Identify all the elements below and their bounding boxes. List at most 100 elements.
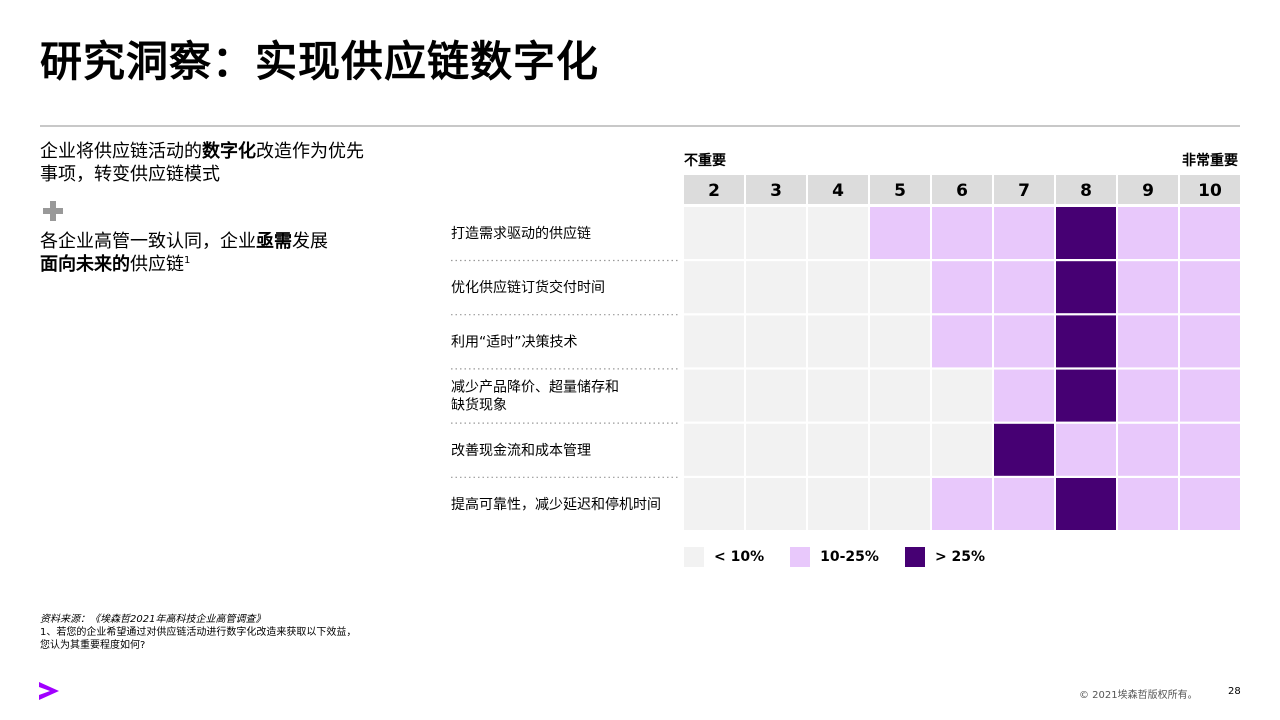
heatmap-cell — [932, 369, 992, 422]
heatmap-cell — [746, 369, 806, 422]
heatmap-cell — [870, 261, 930, 314]
heatmap-cell — [932, 478, 992, 530]
heatmap-cell — [1180, 315, 1240, 368]
heatmap-cell — [1180, 207, 1240, 259]
heatmap-cell — [746, 207, 806, 259]
legend-swatch-mid — [790, 547, 811, 567]
legend-swatch-low — [684, 547, 704, 567]
scale-high-label: 非常重要 — [1182, 153, 1238, 169]
heatmap-cell — [1118, 423, 1178, 476]
column-header-cell — [1180, 175, 1240, 204]
row-label: 提高可靠性，减少延迟和停机时间 — [451, 496, 661, 513]
heatmap-cell — [1118, 261, 1178, 314]
heatmap-cell — [1056, 261, 1116, 314]
column-header-label: 5 — [894, 181, 906, 201]
heatmap-cell — [994, 478, 1054, 530]
footnote-marker: 1 — [184, 255, 191, 266]
heatmap-cell — [746, 478, 806, 530]
heatmap-cell — [994, 207, 1054, 259]
column-header-cell — [684, 175, 744, 204]
column-header-label: 6 — [956, 181, 968, 201]
heatmap-cell — [1180, 423, 1240, 476]
page-title: 研究洞察：实现供应链数字化 — [40, 37, 600, 86]
title-divider — [40, 125, 1240, 127]
heatmap-cell — [1056, 423, 1116, 476]
column-header-label: 7 — [1018, 181, 1030, 201]
legend-item-low: < 10% — [684, 547, 764, 567]
heatmap-cell — [932, 207, 992, 259]
importance-heatmap: 2 3 4 5 6 7 8 9 10 打造需求驱动的供应链优化供应链订货交付时间利用“适时”决策技… — [451, 175, 1240, 530]
heatmap-cell — [994, 423, 1054, 476]
accenture-logo-icon — [39, 682, 59, 700]
heatmap-cell — [870, 315, 930, 368]
insight-emphasis: 亟需 — [256, 231, 292, 252]
heatmap-cell — [932, 261, 992, 314]
heatmap-cell — [1056, 315, 1116, 368]
heatmap-cell — [1118, 369, 1178, 422]
heatmap-cell — [746, 423, 806, 476]
heatmap-cell — [870, 423, 930, 476]
column-header-cell — [932, 175, 992, 204]
column-header-label: 4 — [832, 181, 844, 201]
heatmap-cell — [808, 478, 868, 530]
insight-text: 改造作为优先事项，转变供应链模式 — [40, 141, 364, 185]
heatmap-cell — [932, 423, 992, 476]
column-header-cell — [746, 175, 806, 204]
heatmap-cell — [1118, 315, 1178, 368]
heatmap-cell — [1056, 207, 1116, 259]
heatmap-cell — [1056, 369, 1116, 422]
heatmap-cell — [684, 315, 744, 368]
heatmap-cell — [994, 369, 1054, 422]
heatmap-cell — [684, 423, 744, 476]
column-header-label: 3 — [770, 181, 782, 201]
row-label: 缺货现象 — [451, 397, 507, 414]
column-header-cell — [1118, 175, 1178, 204]
heatmap-cell — [1180, 369, 1240, 422]
column-header-cell — [870, 175, 930, 204]
heatmap-cell — [808, 315, 868, 368]
copyright: © 2021埃森哲版权所有。 — [1079, 690, 1198, 701]
row-label: 减少产品降价、超量储存和 — [451, 380, 619, 396]
heatmap-cell — [870, 478, 930, 530]
insight-emphasis: 面向未来的 — [40, 254, 130, 275]
footnote-line-2: 您认为其重要程度如何? — [40, 640, 146, 651]
row-label: 利用“适时”决策技术 — [451, 333, 578, 350]
plus-icon — [42, 200, 64, 222]
insight-paragraph-1: 企业将供应链活动的数字化改造作为优先事项，转变供应链模式 — [40, 140, 380, 186]
legend-item-mid: 10-25% — [790, 547, 879, 567]
legend-label-high: > 25% — [934, 549, 986, 565]
footnote-line-1: 1、若您的企业希望通过对供应链活动进行数字化改造来获取以下效益， — [40, 627, 357, 638]
column-header-label: 8 — [1080, 181, 1092, 201]
insight-paragraph-2: 各企业高管一致认同，企业亟需发展 面向未来的供应链1 — [40, 230, 380, 276]
insight-emphasis: 数字化 — [202, 141, 256, 162]
column-header-cell — [994, 175, 1054, 204]
legend: < 10% 10-25% > 25% — [684, 547, 1011, 567]
insight-text: 各企业高管一致认同，企业 — [40, 231, 256, 252]
row-label: 改善现金流和成本管理 — [451, 443, 591, 459]
legend-swatch-high — [904, 547, 925, 567]
heatmap-cell — [684, 478, 744, 530]
heatmap-cell — [1180, 478, 1240, 530]
heatmap-cell — [1118, 478, 1178, 530]
heatmap-cell — [932, 315, 992, 368]
legend-label-mid: 10-25% — [820, 549, 879, 565]
heatmap-cell — [808, 207, 868, 259]
heatmap-cell — [684, 207, 744, 259]
heatmap-cell — [870, 207, 930, 259]
insight-text: 供应链 — [130, 254, 184, 275]
heatmap-cell — [994, 315, 1054, 368]
heatmap-cell — [1118, 207, 1178, 259]
row-label: 优化供应链订货交付时间 — [451, 279, 605, 296]
heatmap-cell — [870, 369, 930, 422]
heatmap-cell — [746, 261, 806, 314]
column-header-label: 2 — [708, 181, 720, 201]
column-header-label: 9 — [1142, 181, 1154, 201]
heatmap-cell — [808, 423, 868, 476]
heatmap-cell — [994, 261, 1054, 314]
heatmap-cell — [684, 261, 744, 314]
legend-label-low: < 10% — [714, 549, 765, 565]
row-label: 打造需求驱动的供应链 — [451, 225, 591, 242]
column-header-cell — [1056, 175, 1116, 204]
heatmap-cell — [808, 261, 868, 314]
scale-low-label: 不重要 — [684, 153, 726, 169]
